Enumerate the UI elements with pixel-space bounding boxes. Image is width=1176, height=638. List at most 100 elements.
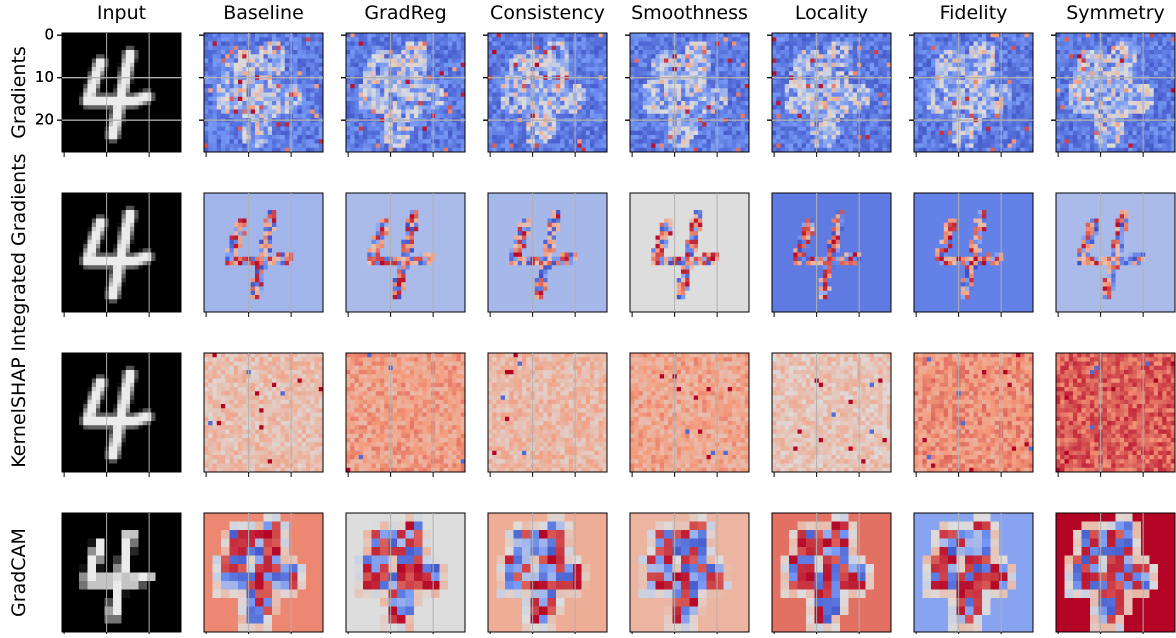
heatmap-cell (694, 80, 699, 85)
heatmap-cell (457, 122, 462, 127)
heatmap-cell (806, 84, 811, 89)
heatmap-cell (372, 42, 377, 47)
heatmap-cell (518, 59, 523, 64)
heatmap-cell (543, 67, 548, 72)
heatmap-cell (139, 105, 144, 110)
heatmap-cell (213, 97, 218, 102)
heatmap-cell (151, 88, 156, 93)
heatmap-cell (668, 71, 673, 76)
heatmap-cell (599, 131, 604, 136)
heatmap-cell (874, 67, 879, 72)
heatmap-cell (577, 67, 582, 72)
heatmap-cell (861, 97, 866, 102)
heatmap-cell (204, 42, 209, 47)
heatmap-cell (92, 114, 97, 119)
heatmap-cell (548, 131, 553, 136)
heatmap-cell (556, 93, 561, 98)
heatmap-cell (238, 105, 243, 110)
heatmap-cell (681, 144, 686, 149)
heatmap-cell (560, 88, 565, 93)
heatmap-cell (656, 139, 661, 144)
heatmap-cell (488, 63, 493, 68)
heatmap-cell (126, 101, 131, 106)
heatmap-cell (397, 114, 402, 119)
heatmap-cell (522, 131, 527, 136)
heatmap-cell (423, 54, 428, 59)
heatmap-cell (509, 54, 514, 59)
heatmap-cell (935, 37, 940, 42)
heatmap-cell (367, 59, 372, 64)
heatmap-cell (719, 33, 724, 38)
heatmap-cell (272, 84, 277, 89)
heatmap-cell (518, 93, 523, 98)
heatmap-cell (268, 42, 273, 47)
heatmap-cell (577, 33, 582, 38)
heatmap-cell (160, 54, 165, 59)
heatmap-cell (776, 67, 781, 72)
heatmap-cell (599, 144, 604, 149)
heatmap-cell (160, 105, 165, 110)
heatmap-cell (444, 139, 449, 144)
heatmap-cell (664, 63, 669, 68)
heatmap-cell (565, 139, 570, 144)
heatmap-cell (204, 110, 209, 115)
heatmap-cell (109, 101, 114, 106)
heatmap-cell (810, 67, 815, 72)
heatmap-cell (255, 101, 260, 106)
heatmap-cell (92, 67, 97, 72)
heatmap-cell (840, 50, 845, 55)
heatmap-cell (88, 122, 93, 127)
heatmap-cell (423, 84, 428, 89)
heatmap-cell (501, 105, 506, 110)
heatmap-cell (819, 101, 824, 106)
heatmap-cell (781, 50, 786, 55)
heatmap-cell (225, 54, 230, 59)
heatmap-cell (242, 101, 247, 106)
heatmap-cell (380, 37, 385, 42)
heatmap-cell (690, 33, 695, 38)
heatmap-cell (819, 84, 824, 89)
heatmap-cell (944, 46, 949, 51)
heatmap-cell (109, 110, 114, 115)
heatmap-cell (251, 54, 256, 59)
heatmap-cell (802, 114, 807, 119)
heatmap-cell (372, 97, 377, 102)
heatmap-cell (238, 135, 243, 140)
heatmap-cell (978, 42, 983, 47)
heatmap-cell (586, 139, 591, 144)
heatmap-cell (643, 93, 648, 98)
heatmap-cell (306, 139, 311, 144)
heatmap-cell (560, 80, 565, 85)
heatmap-cell (724, 67, 729, 72)
heatmap-cell (221, 93, 226, 98)
heatmap-cell (134, 67, 139, 72)
heatmap-cell (694, 63, 699, 68)
heatmap-cell (630, 67, 635, 72)
heatmap-cell (452, 42, 457, 47)
heatmap-cell (66, 42, 71, 47)
heatmap-cell (225, 46, 230, 51)
heatmap-cell (586, 131, 591, 136)
heatmap-cell (526, 131, 531, 136)
heatmap-cell (238, 46, 243, 51)
heatmap-cell (380, 71, 385, 76)
heatmap-cell (986, 54, 991, 59)
heatmap-cell (736, 131, 741, 136)
heatmap-cell (359, 97, 364, 102)
heatmap-cell (217, 97, 222, 102)
heatmap-cell (556, 144, 561, 149)
heatmap-cell (83, 105, 88, 110)
heatmap-cell (827, 42, 832, 47)
heatmap-cell (427, 135, 432, 140)
heatmap-cell (406, 71, 411, 76)
heatmap-cell (509, 114, 514, 119)
heatmap-cell (410, 131, 415, 136)
heatmap-cell (707, 71, 712, 76)
heatmap-cell (315, 110, 320, 115)
heatmap-cell (741, 101, 746, 106)
heatmap-cell (173, 37, 178, 42)
heatmap-cell (66, 88, 71, 93)
heatmap-cell (492, 101, 497, 106)
heatmap-cell (204, 63, 209, 68)
heatmap-cell (225, 88, 230, 93)
